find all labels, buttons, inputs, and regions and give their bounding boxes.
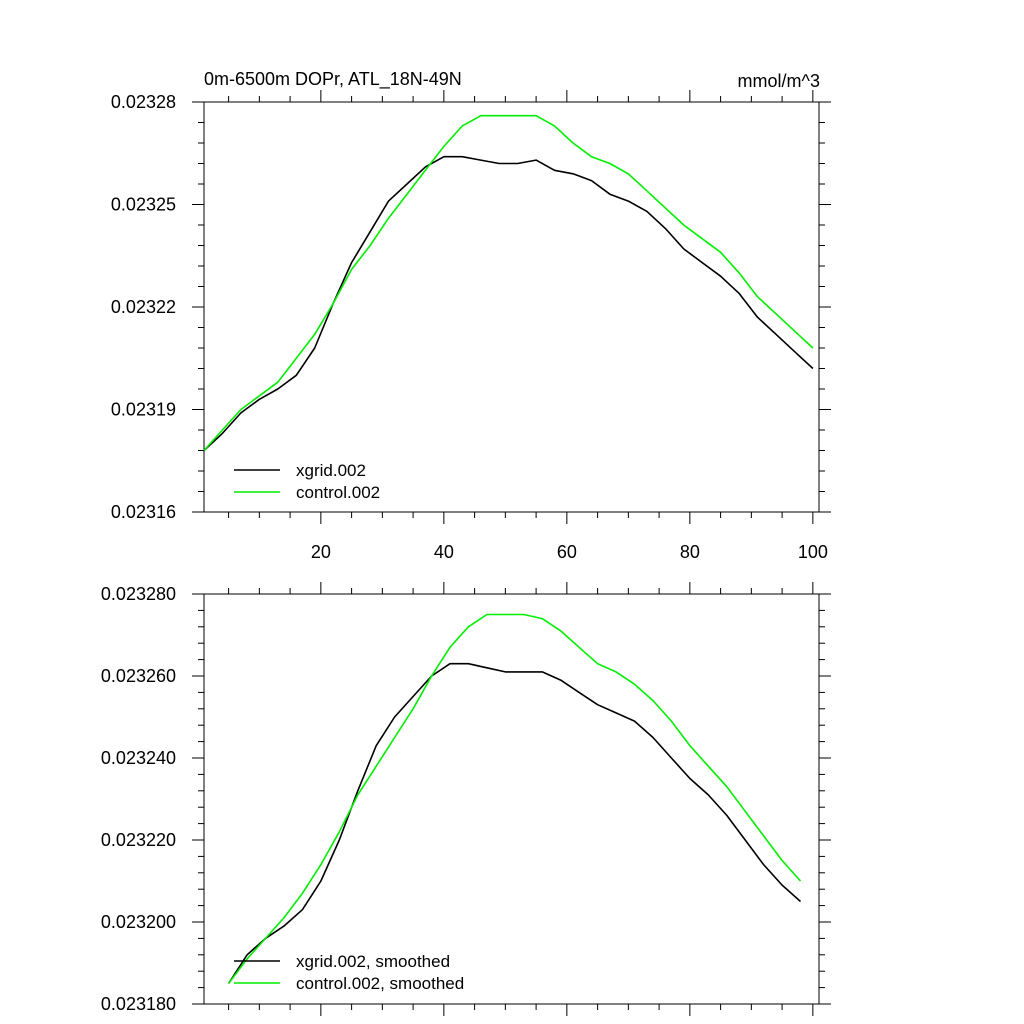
y-tick-label: 0.02325 [111,195,176,215]
x-tick-label: 20 [311,542,331,562]
y-tick-label: 0.023240 [101,748,176,768]
y-tick-label: 0.023280 [101,584,176,604]
x-tick-label: 40 [434,542,454,562]
y-tick-label: 0.023200 [101,912,176,932]
series-line-xgrid-002 [203,155,814,452]
bottom-panel-lines [227,613,802,984]
y-tick-label: 0.02319 [111,400,176,420]
legend-label-xgrid-smoothed: xgrid.002, smoothed [296,952,450,971]
y-tick-label: 0.023180 [101,994,176,1014]
top-panel: 0m-6500m DOPr, ATL_18N-49N mmol/m^3 0.02… [111,69,831,562]
y-tick-label: 0.02322 [111,297,176,317]
y-tick-label: 0.02316 [111,502,176,522]
legend-label-control-smoothed: control.002, smoothed [296,974,464,993]
y-tick-label: 0.023260 [101,666,176,686]
series-line-xgrid-002-smoothed [227,662,802,984]
top-panel-legend: xgrid.002 control.002 [234,461,380,502]
x-tick-label: 60 [557,542,577,562]
y-tick-label: 0.02328 [111,92,176,112]
legend-label-control: control.002 [296,483,380,502]
x-tick-label: 100 [798,542,828,562]
bottom-panel-axes: 0.023180 0.023200 0.023220 0.023240 0.023260… [101,582,831,1016]
top-panel-axes: 0.02316 0.02319 0.02322 0.02325 0.02328 20 40 6… [111,90,831,562]
bottom-panel: 0.023180 0.023200 0.023220 0.023240 0.023260… [101,582,831,1016]
x-tick-label: 80 [680,542,700,562]
top-panel-title: 0m-6500m DOPr, ATL_18N-49N [204,69,462,90]
top-panel-units: mmol/m^3 [738,71,820,91]
series-line-control-002 [203,114,814,452]
bottom-panel-legend: xgrid.002, smoothed control.002, smoothe… [234,952,464,993]
y-tick-label: 0.023220 [101,830,176,850]
series-line-control-002-smoothed [227,613,802,984]
bottom-panel-frame [203,593,820,1005]
legend-label-xgrid: xgrid.002 [296,461,366,480]
top-panel-lines [203,114,814,452]
